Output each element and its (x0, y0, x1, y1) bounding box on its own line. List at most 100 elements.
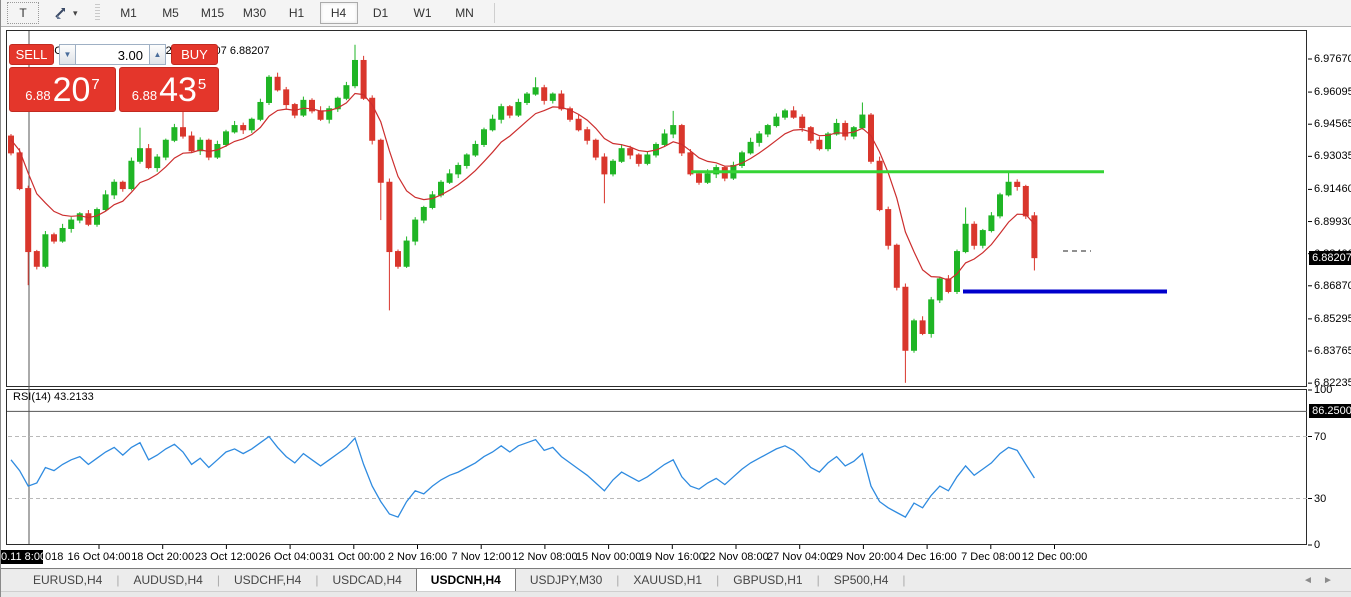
candle-body (911, 320, 917, 351)
timeframe-button-m15[interactable]: M15 (200, 6, 225, 20)
candle-body (8, 135, 14, 154)
symbol-tab-usdcad[interactable]: USDCAD,H4 (332, 573, 402, 587)
candle-body (162, 139, 169, 158)
candle-body (575, 118, 582, 131)
timeframe-button-h4[interactable]: H4 (319, 2, 358, 24)
candle-body (94, 209, 100, 225)
time-axis-label: 12 Dec 00:00 (1021, 551, 1088, 563)
price-axis-label: 6.83765 (1314, 345, 1351, 357)
candle-body (317, 110, 324, 120)
buy-price-big: 43 (159, 71, 197, 109)
volume-increase-button[interactable]: ▲ (149, 44, 166, 65)
timeframe-button-m5[interactable]: M5 (162, 6, 179, 20)
timeframe-button-mn[interactable]: MN (455, 6, 474, 20)
price-axis-label: 6.86870 (1314, 279, 1351, 292)
symbol-tab-usdchf[interactable]: USDCHF,H4 (233, 573, 302, 587)
arrange-windows-icon[interactable]: ▾ (48, 3, 84, 23)
crosshair-time-badge: 0.11 8:00 (1, 550, 43, 564)
rsi-axis-label: 100 (1314, 384, 1333, 396)
candle-body (180, 127, 186, 137)
candle-body (188, 135, 195, 152)
candle-body (59, 227, 66, 242)
candle-body (420, 206, 427, 221)
candle-body (807, 127, 814, 141)
chart-tab-bar: EURUSD,H4 | AUDUSD,H4 | USDCHF,H4 | USDCAD,H4 U… (1, 568, 1351, 591)
rsi-crosshair-badge: 86.2500 (1309, 404, 1351, 418)
sell-price-button[interactable]: 6.88 20 7 (9, 67, 116, 112)
candle-body (799, 116, 806, 129)
text-tool-icon[interactable]: T (7, 2, 39, 24)
candle-body (704, 173, 711, 183)
candle-body (739, 152, 745, 166)
candle-body (782, 110, 788, 118)
candle-body (223, 131, 229, 145)
one-click-trading-panel: SELL ▼ 3.00 ▲ BUY 6.88 20 7 6.88 43 5 (9, 44, 219, 112)
candle-body (515, 101, 522, 116)
volume-input[interactable]: 3.00 (76, 44, 149, 65)
timeframe-button-m30[interactable]: M30 (242, 6, 267, 20)
buy-price-button[interactable]: 6.88 43 5 (119, 67, 219, 112)
moving-average-line (10, 92, 1035, 281)
time-axis-label: 29 Nov 20:00 (830, 551, 897, 563)
top-toolbar: T ▾ M1 M5 M15 M30 H1 H4 D1 W1 MN (1, 0, 1351, 27)
buy-button[interactable]: BUY (171, 44, 218, 65)
symbol-tab-eurusd[interactable]: EURUSD,H4 (33, 573, 103, 587)
tab-scroll-left-icon[interactable]: ◄ (1303, 574, 1313, 586)
candle-body (524, 93, 530, 103)
candle-body (197, 139, 204, 152)
candle-body (773, 116, 780, 127)
tab-separator: | (315, 573, 319, 587)
timeframe-button-w1[interactable]: W1 (413, 6, 432, 20)
price-axis-label: 6.82235 (1314, 377, 1351, 390)
candle-body (627, 148, 634, 156)
tab-scroll-right-icon[interactable]: ► (1323, 574, 1333, 586)
candle-body (266, 76, 272, 103)
diagonal-arrows-icon (55, 8, 65, 19)
tab-separator: | (816, 573, 820, 587)
timeframe-button-d1[interactable]: D1 (372, 6, 389, 20)
symbol-tab-audusd[interactable]: AUDUSD,H4 (133, 573, 203, 587)
time-axis-label: 4 Dec 16:00 (897, 551, 957, 563)
candle-body (825, 133, 831, 150)
symbol-tab-sp500[interactable]: SP500,H4 (833, 573, 889, 587)
candle-body (868, 114, 874, 162)
time-axis-label: 22 Nov 08:00 (703, 551, 769, 563)
tab-separator: | (616, 573, 620, 587)
candle-body (334, 97, 341, 110)
candle-body (455, 164, 462, 175)
sell-button[interactable]: SELL (9, 44, 54, 65)
symbol-tab-gbpusd[interactable]: GBPUSD,H1 (733, 573, 803, 587)
time-axis-label: 31 Oct 00:00 (322, 551, 386, 563)
candle-body (997, 194, 1003, 217)
time-axis-label: 27 Nov 04:00 (766, 551, 833, 563)
candle-body (283, 89, 290, 106)
candle-body (833, 122, 840, 135)
candle-body (326, 108, 333, 120)
rsi-axis-label: 70 (1314, 430, 1327, 443)
indicator-pane-separator[interactable] (6, 386, 1307, 390)
candle-body (33, 251, 40, 267)
candle-body (1014, 181, 1021, 187)
candle-body (893, 244, 900, 288)
symbol-tab-usdjpy[interactable]: USDJPY,M30 (529, 573, 603, 587)
rsi-axis-label: 0 (1314, 539, 1321, 551)
rsi-axis-label: 30 (1314, 492, 1327, 505)
candle-body (119, 181, 126, 190)
sell-price-pip: 7 (91, 76, 100, 93)
candle-body (842, 122, 849, 137)
candle-body (549, 93, 556, 101)
candle-body (584, 129, 591, 141)
toolbar-drag-handle[interactable] (94, 4, 100, 22)
candle-body (240, 125, 247, 131)
timeframe-button-h1[interactable]: H1 (288, 6, 305, 20)
candle-body (644, 154, 651, 164)
volume-decrease-button[interactable]: ▼ (59, 44, 76, 65)
symbol-tab-usdcnh[interactable]: USDCNH,H4 (415, 569, 516, 591)
candle-body (567, 108, 573, 120)
timeframe-button-m1[interactable]: M1 (120, 6, 137, 20)
tab-separator: | (216, 573, 220, 587)
candle-body (678, 125, 685, 154)
symbol-tab-xauusd[interactable]: XAUUSD,H1 (633, 573, 703, 587)
